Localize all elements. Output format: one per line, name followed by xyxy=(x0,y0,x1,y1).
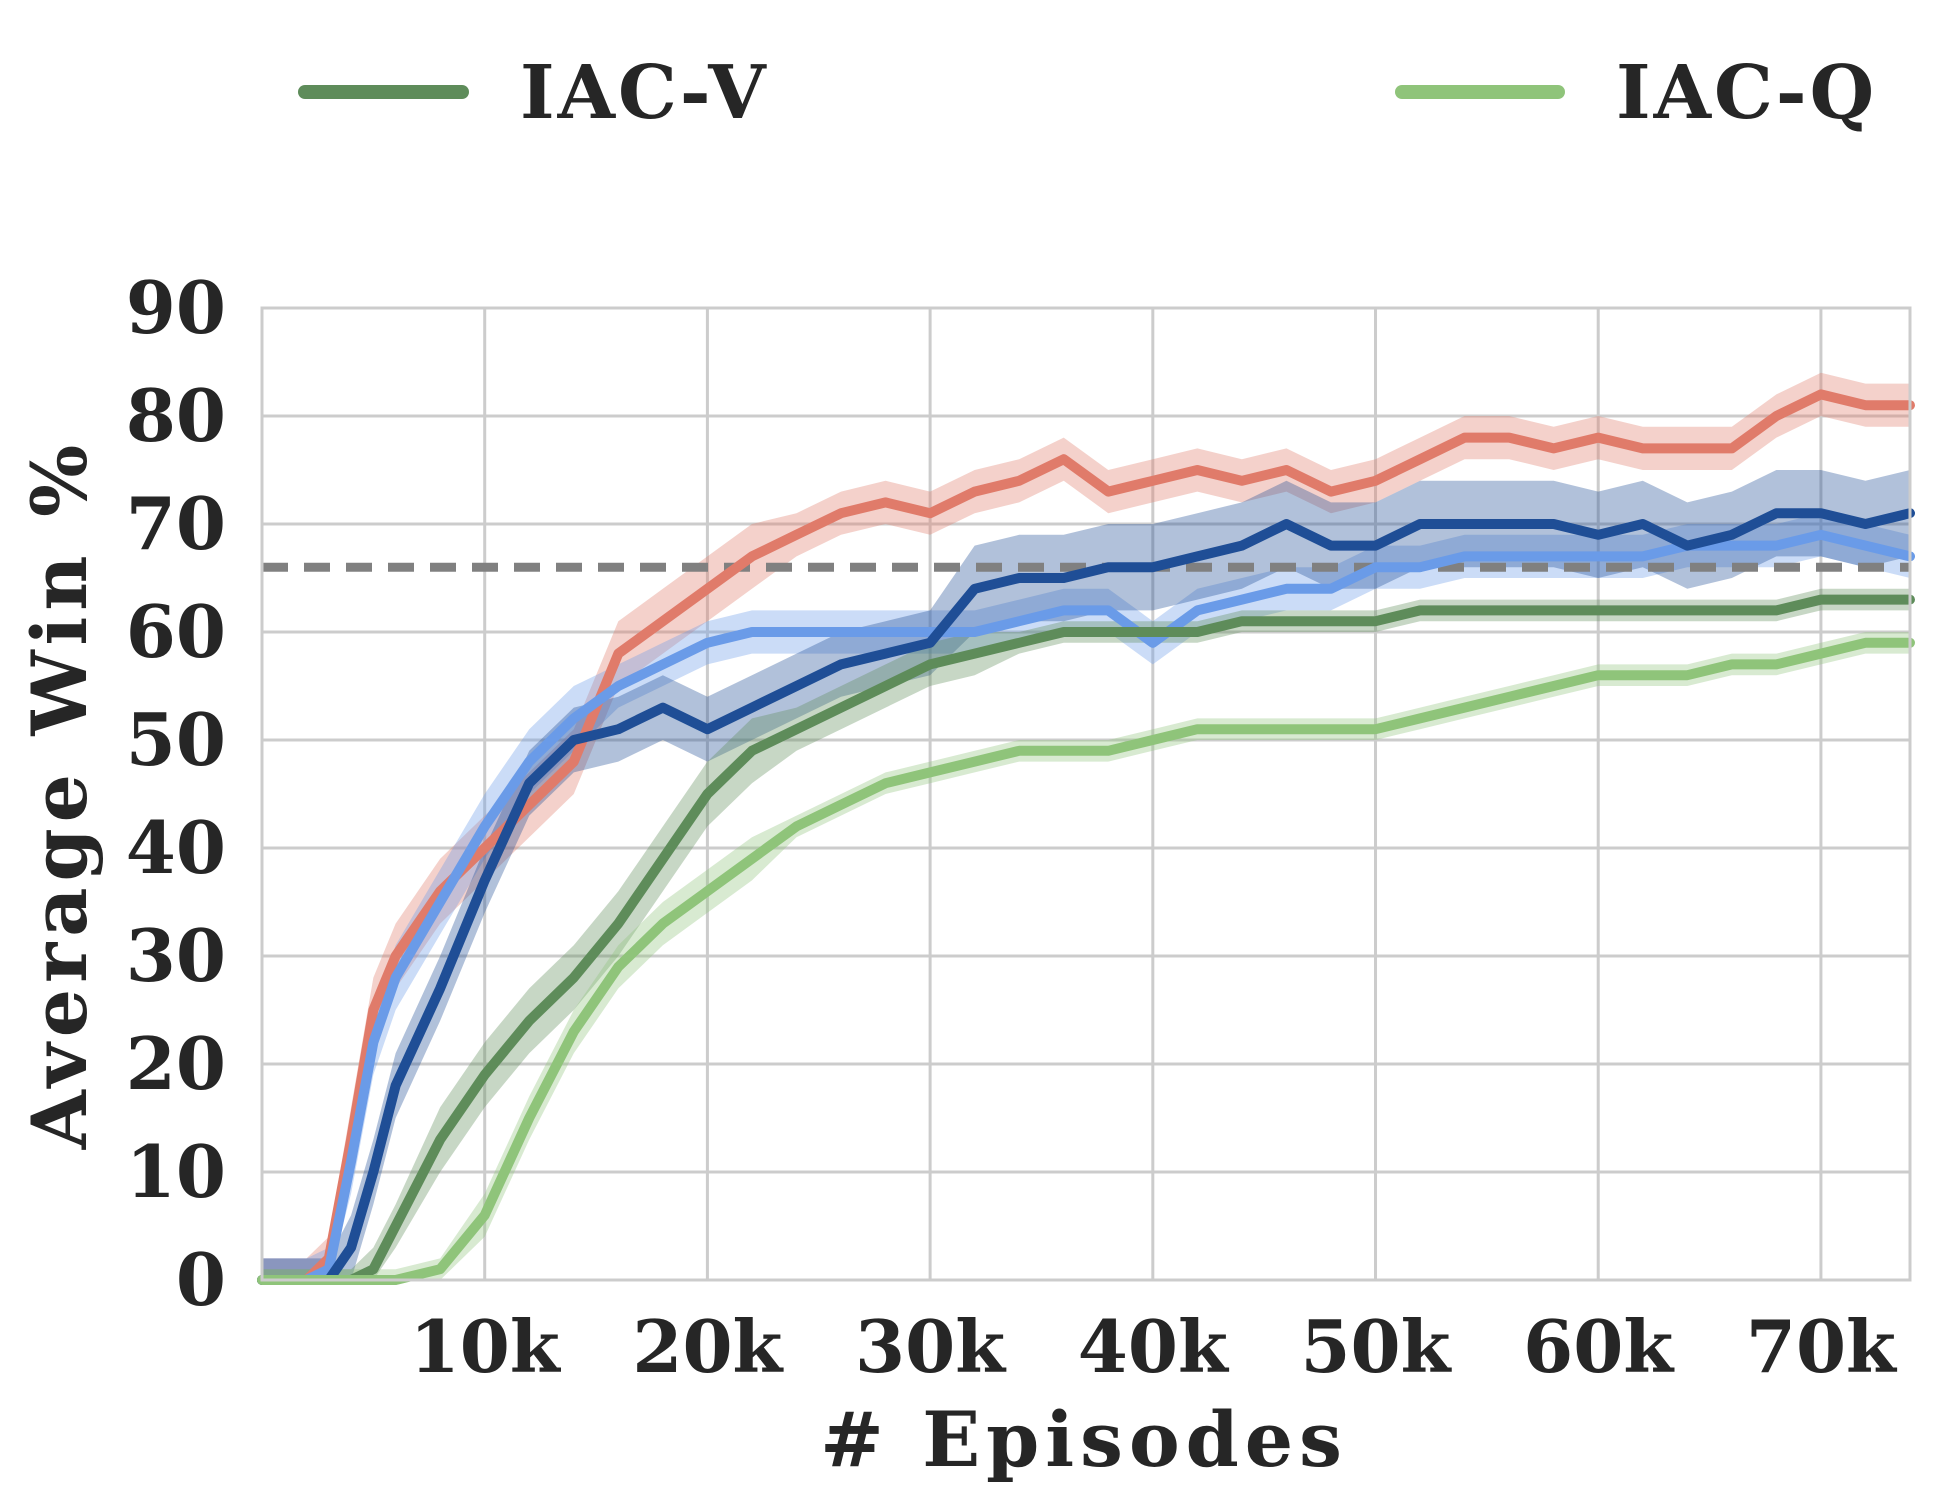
y-tick-label: 80 xyxy=(126,373,226,458)
y-tick-label: 70 xyxy=(126,481,226,566)
y-tick-label: 0 xyxy=(176,1237,226,1322)
legend-label-iac-v: IAC-V xyxy=(520,50,769,136)
y-tick-label: 30 xyxy=(126,913,226,998)
x-tick-label: 20k xyxy=(632,1304,784,1389)
plot-frame xyxy=(260,306,1912,1282)
series-band-series-2 xyxy=(262,470,1910,1280)
x-tick-label: 30k xyxy=(855,1304,1007,1389)
series-lines xyxy=(257,389,1915,1285)
y-axis-label: Average Win % xyxy=(15,439,104,1150)
x-tick-label: 10k xyxy=(410,1304,562,1389)
x-axis-label: # Episodes xyxy=(820,1395,1348,1484)
series-band-iac-q xyxy=(262,632,1910,1280)
y-tick-label: 90 xyxy=(126,265,226,350)
y-tick-label: 20 xyxy=(126,1021,226,1106)
legend-label-iac-q: IAC-Q xyxy=(1616,50,1877,136)
y-tick-labels: 0 10 20 30 40 50 60 70 80 90 xyxy=(126,265,226,1322)
series-line-series-1 xyxy=(257,529,1915,1285)
series-band-series-0 xyxy=(262,372,1910,1280)
x-tick-label: 70k xyxy=(1746,1304,1898,1389)
series-line-iac-v xyxy=(257,594,1915,1285)
y-tick-label: 60 xyxy=(126,589,226,674)
x-tick-label: 40k xyxy=(1078,1304,1230,1389)
x-tick-labels: 10k 20k 30k 40k 50k 60k 70k xyxy=(410,1304,1898,1389)
y-tick-label: 50 xyxy=(126,697,226,782)
series-band-iac-v xyxy=(262,588,1910,1280)
y-tick-label: 10 xyxy=(126,1129,226,1214)
confidence-bands xyxy=(262,372,1910,1280)
x-tick-label: 50k xyxy=(1300,1304,1452,1389)
series-line-iac-q xyxy=(257,637,1915,1285)
y-tick-label: 40 xyxy=(126,805,226,890)
series-line-series-2 xyxy=(257,508,1915,1285)
x-tick-label: 60k xyxy=(1523,1304,1675,1389)
legend: IAC-V IAC-Q xyxy=(298,50,1877,136)
